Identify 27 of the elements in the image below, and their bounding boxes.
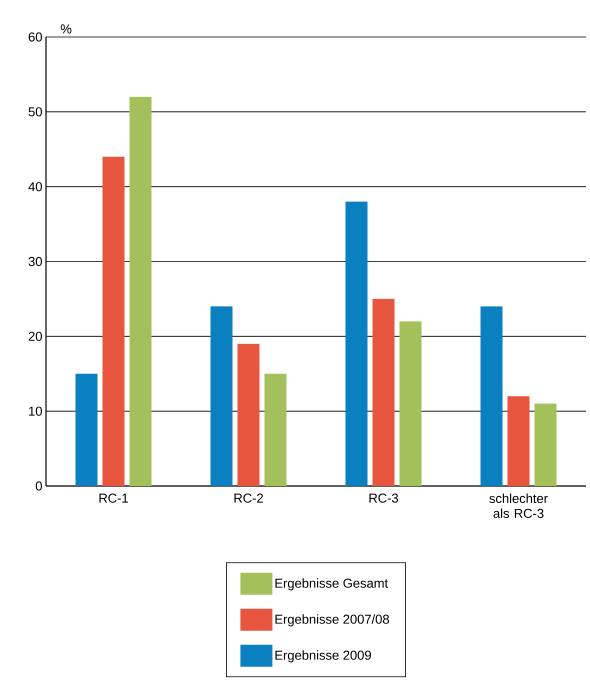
y-tick-label: 0	[36, 481, 42, 491]
bar	[130, 96, 152, 486]
legend-label: Ergebnisse 2007/08	[275, 614, 390, 626]
y-tick-label: 40	[28, 182, 42, 192]
y-tick-label: 30	[28, 256, 42, 266]
y-axis-title: %	[60, 24, 72, 34]
bar	[210, 306, 232, 486]
bar	[372, 298, 395, 486]
y-tick-label: 10	[29, 406, 42, 416]
y-tick-label: 60	[28, 32, 42, 42]
bar	[76, 374, 98, 486]
bar	[480, 306, 503, 486]
bar	[534, 404, 557, 486]
x-tick-label: RC-1	[99, 494, 128, 503]
bar	[508, 396, 530, 486]
bar	[238, 344, 260, 486]
legend-label: Ergebnisse 2009	[275, 650, 371, 662]
x-tick-label: schlechter als RC-3	[489, 494, 548, 518]
y-tick-label: 20	[28, 332, 42, 341]
bar	[264, 374, 287, 486]
bar	[102, 156, 124, 486]
y-tick-label: 50	[28, 107, 42, 116]
x-tick-label: RC-2	[234, 494, 263, 503]
x-tick-label: RC-3	[369, 494, 398, 503]
bar	[400, 321, 422, 486]
bar	[346, 202, 368, 486]
legend-label: Ergebnisse Gesamt	[275, 578, 388, 590]
